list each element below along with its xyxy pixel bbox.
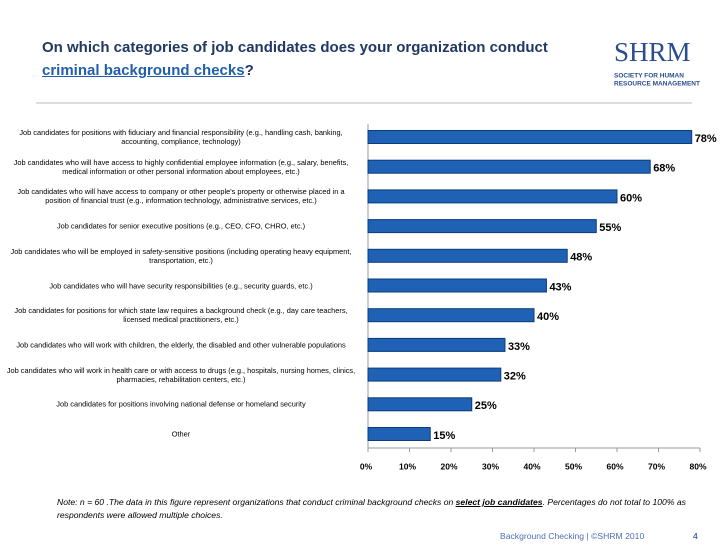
x-tick-label: 10% bbox=[399, 461, 416, 471]
slide-title: On which categories of job candidates do… bbox=[42, 36, 582, 82]
category-label: Other bbox=[171, 429, 191, 439]
category-label: Job candidates for positions with fiduci… bbox=[19, 128, 343, 146]
value-label: 60% bbox=[620, 192, 642, 204]
logo-sub: SOCIETY FOR HUMAN bbox=[614, 73, 684, 80]
bar bbox=[367, 248, 568, 263]
category-label: Job candidates who will work in health c… bbox=[6, 365, 356, 384]
value-label: 68% bbox=[653, 163, 675, 175]
footnote: Note: n = 60 .The data in this figure re… bbox=[57, 496, 697, 522]
logo: SHRM bbox=[614, 37, 691, 67]
x-tick-label: 80% bbox=[689, 461, 706, 471]
category-label: Job candidates who will work with childr… bbox=[16, 340, 346, 350]
footer-source: Background Checking | ©SHRM 2010 bbox=[500, 531, 645, 541]
note-text: Note: n = 60 .The data in this figure re… bbox=[57, 497, 456, 507]
category-label: Job candidates who will have access to c… bbox=[17, 187, 345, 206]
bar bbox=[367, 397, 473, 412]
title-text: On which categories of job candidates do… bbox=[42, 39, 548, 56]
bar bbox=[367, 130, 693, 144]
category-label: Job candidates who will be employed in s… bbox=[10, 246, 352, 265]
value-label: 43% bbox=[549, 281, 571, 293]
category-label: Job candidates for positions for which s… bbox=[14, 306, 348, 325]
category-label: Job candidates who will have security re… bbox=[49, 281, 313, 290]
title-end: ? bbox=[244, 62, 254, 79]
bar bbox=[367, 337, 506, 352]
value-label: 32% bbox=[504, 371, 526, 383]
x-tick-label: 50% bbox=[565, 461, 582, 471]
x-tick-label: 20% bbox=[440, 461, 457, 471]
category-label: Job candidates who will have access to h… bbox=[13, 157, 349, 176]
note-text: . Percentages do not total to 100% as re… bbox=[57, 497, 686, 520]
note-emphasis: select job candidates bbox=[455, 497, 543, 507]
value-label: 78% bbox=[695, 133, 717, 145]
bar bbox=[367, 278, 547, 293]
value-label: 15% bbox=[433, 430, 455, 442]
value-label: 40% bbox=[537, 311, 559, 323]
bar bbox=[367, 308, 535, 323]
title-underlined: criminal background checks bbox=[42, 62, 245, 79]
bar bbox=[367, 219, 597, 234]
category-label: Job candidates for senior executive posi… bbox=[56, 221, 306, 231]
x-tick-label: 30% bbox=[482, 461, 499, 471]
value-label: 48% bbox=[570, 252, 592, 264]
category-label: Job candidates for positions involving n… bbox=[56, 399, 306, 409]
x-tick-label: 70% bbox=[648, 461, 665, 471]
bar bbox=[367, 159, 651, 174]
x-tick-label: 40% bbox=[523, 461, 540, 471]
value-label: 55% bbox=[599, 222, 621, 234]
page-number: 4 bbox=[693, 531, 698, 541]
logo-sub: RESOURCE MANAGEMENT bbox=[614, 81, 700, 88]
value-label: 33% bbox=[508, 341, 530, 353]
x-tick-label: 0% bbox=[360, 461, 373, 471]
bar bbox=[367, 189, 618, 204]
value-label: 25% bbox=[475, 400, 497, 412]
bar bbox=[367, 367, 502, 382]
logo-box bbox=[612, 36, 692, 70]
x-tick-label: 60% bbox=[606, 461, 623, 471]
bar bbox=[367, 427, 431, 441]
